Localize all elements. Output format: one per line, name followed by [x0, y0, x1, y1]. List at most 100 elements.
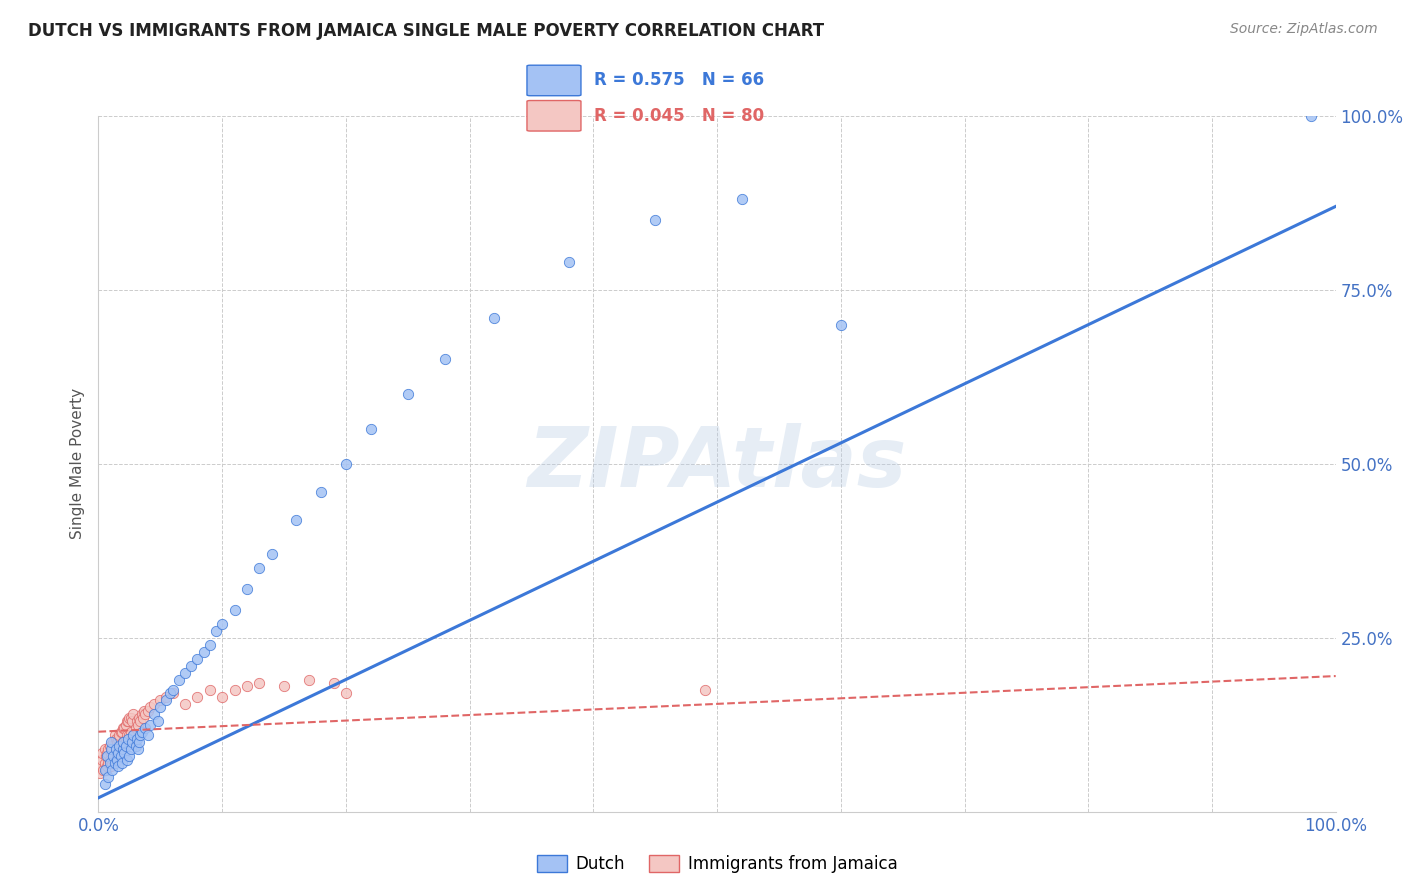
- Point: [1299, 109, 1322, 123]
- Point: [101, 763, 124, 777]
- Point: [121, 731, 143, 746]
- Text: DUTCH VS IMMIGRANTS FROM JAMAICA SINGLE MALE POVERTY CORRELATION CHART: DUTCH VS IMMIGRANTS FROM JAMAICA SINGLE …: [28, 22, 824, 40]
- Point: [104, 746, 127, 760]
- Point: [114, 717, 136, 731]
- Point: [644, 213, 666, 227]
- Point: [97, 742, 120, 756]
- Point: [114, 731, 136, 746]
- Point: [112, 746, 135, 760]
- Text: Source: ZipAtlas.com: Source: ZipAtlas.com: [1230, 22, 1378, 37]
- Text: ZIPAtlas: ZIPAtlas: [527, 424, 907, 504]
- Point: [98, 756, 121, 770]
- Point: [180, 658, 202, 673]
- Point: [107, 746, 129, 760]
- Point: [198, 683, 221, 698]
- Point: [108, 728, 131, 742]
- Point: [335, 686, 357, 700]
- Point: [335, 457, 357, 471]
- Point: [121, 714, 143, 729]
- Point: [298, 673, 321, 687]
- Point: [115, 753, 138, 767]
- Point: [97, 756, 120, 770]
- Point: [396, 387, 419, 401]
- Point: [93, 763, 115, 777]
- Point: [198, 638, 221, 652]
- Point: [112, 721, 135, 735]
- Point: [93, 763, 115, 777]
- Point: [186, 651, 208, 665]
- Point: [107, 731, 129, 746]
- Point: [100, 742, 122, 756]
- Point: [155, 690, 177, 704]
- Point: [134, 704, 156, 718]
- Point: [112, 735, 135, 749]
- Point: [94, 763, 117, 777]
- Point: [105, 735, 128, 749]
- Point: [118, 749, 141, 764]
- Point: [143, 697, 166, 711]
- Point: [134, 721, 156, 735]
- Point: [110, 749, 132, 764]
- Point: [117, 714, 139, 729]
- Point: [247, 561, 270, 575]
- Point: [112, 735, 135, 749]
- Point: [159, 686, 181, 700]
- FancyBboxPatch shape: [527, 65, 581, 95]
- Point: [557, 255, 579, 269]
- Point: [93, 777, 115, 791]
- Point: [93, 742, 115, 756]
- Point: [122, 728, 145, 742]
- Point: [129, 728, 152, 742]
- Point: [112, 735, 135, 749]
- Point: [129, 714, 152, 729]
- Point: [114, 739, 136, 753]
- Point: [110, 724, 132, 739]
- Point: [193, 645, 215, 659]
- Point: [111, 756, 134, 770]
- Point: [94, 749, 117, 764]
- Text: R = 0.575   N = 66: R = 0.575 N = 66: [595, 71, 765, 89]
- Point: [124, 721, 146, 735]
- Point: [139, 700, 162, 714]
- Point: [103, 749, 125, 764]
- Point: [260, 547, 283, 561]
- Point: [131, 707, 153, 722]
- Point: [236, 680, 259, 694]
- Point: [174, 697, 197, 711]
- Point: [103, 735, 125, 749]
- Point: [120, 742, 142, 756]
- Point: [224, 683, 246, 698]
- Point: [139, 717, 162, 731]
- FancyBboxPatch shape: [527, 101, 581, 131]
- Point: [93, 756, 115, 770]
- Point: [285, 512, 308, 526]
- Point: [155, 693, 177, 707]
- Point: [117, 731, 139, 746]
- Point: [104, 731, 127, 746]
- Point: [224, 603, 246, 617]
- Point: [103, 756, 125, 770]
- Point: [162, 683, 184, 698]
- Point: [146, 714, 169, 729]
- Point: [111, 724, 134, 739]
- Point: [167, 673, 190, 687]
- Point: [136, 728, 159, 742]
- Point: [273, 680, 295, 694]
- Point: [149, 700, 172, 714]
- Point: [122, 707, 145, 722]
- Point: [100, 746, 122, 760]
- Point: [112, 742, 135, 756]
- Point: [143, 707, 166, 722]
- Point: [91, 746, 114, 760]
- Point: [134, 707, 156, 722]
- Point: [205, 624, 228, 638]
- Point: [103, 728, 125, 742]
- Point: [118, 711, 141, 725]
- Point: [90, 759, 112, 773]
- Point: [125, 731, 148, 746]
- Point: [128, 735, 150, 749]
- Text: R = 0.045   N = 80: R = 0.045 N = 80: [595, 107, 765, 125]
- Point: [91, 753, 114, 767]
- Point: [121, 735, 143, 749]
- Point: [247, 676, 270, 690]
